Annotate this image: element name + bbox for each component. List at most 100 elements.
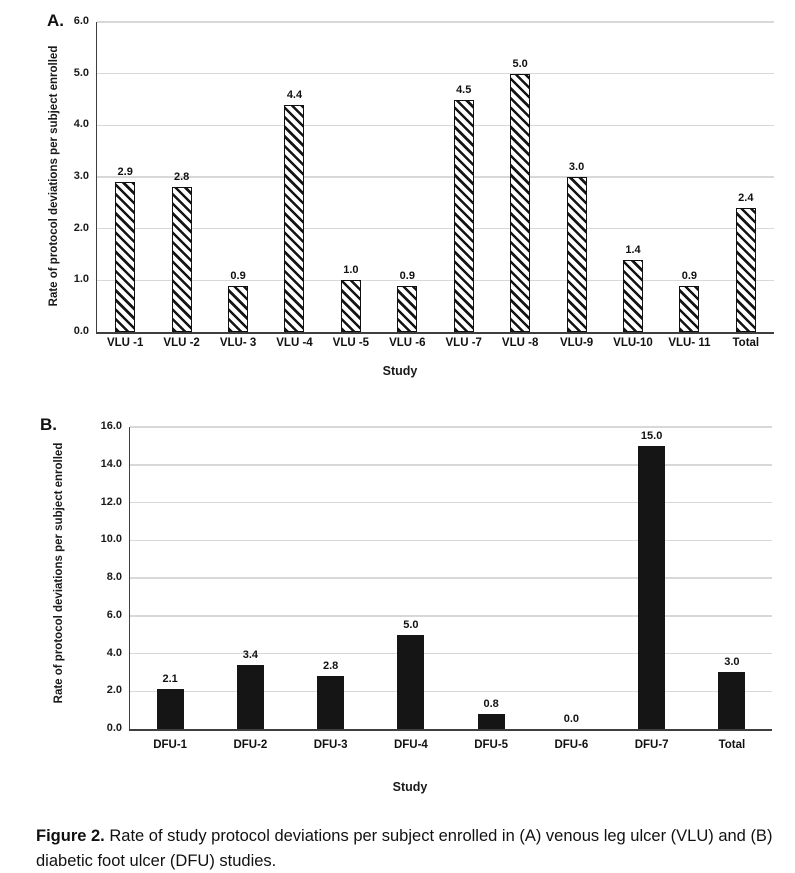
bar-DFU-1 (156, 689, 184, 729)
bar-value-label: 0.9 (681, 269, 698, 282)
x-axis-category-label: Total (718, 739, 746, 751)
bar-value-label: 2.8 (322, 660, 339, 673)
y-axis-tick-label: 12.0 (100, 495, 122, 508)
x-axis-line (128, 729, 772, 731)
bar-Total (718, 672, 746, 729)
bar-value-label: 0.8 (483, 697, 499, 710)
bar-VLU-2 (171, 187, 192, 332)
y-axis-tick-label: 2.0 (73, 221, 89, 234)
x-axis-category-label: VLU -4 (276, 337, 313, 349)
bar-value-label: 2.9 (117, 166, 133, 179)
x-axis-category-label: VLU -2 (163, 337, 200, 349)
bar-VLU-6 (397, 285, 418, 332)
bar-value-label: 2.1 (162, 673, 178, 686)
y-axis-tick-label: 5.0 (73, 66, 89, 79)
bar-DFU-4 (397, 634, 425, 729)
x-axis-category-label: DFU-4 (393, 739, 428, 751)
gridline (130, 652, 772, 655)
x-axis-category-label: DFU-5 (474, 739, 509, 751)
bar-VLU-3 (228, 285, 249, 332)
bar-VLU-8 (510, 73, 531, 332)
panel-a-label: A. (47, 11, 64, 30)
x-axis-category-label: VLU -8 (501, 337, 539, 349)
y-axis-tick-label: 6.0 (73, 15, 89, 27)
gridline (97, 279, 774, 282)
y-axis-tick-label: 2.0 (106, 684, 122, 697)
x-axis-category-label: DFU-1 (153, 739, 188, 751)
y-axis-tick-label: 16.0 (100, 420, 122, 432)
x-axis-category-label: DFU-3 (313, 739, 348, 751)
gridline (130, 426, 772, 428)
bar-VLU-7 (453, 99, 474, 332)
y-axis-tick-label: 4.0 (73, 118, 89, 131)
gridline (130, 615, 772, 617)
gridline (97, 72, 774, 75)
y-axis-tick-label: 14.0 (100, 457, 122, 470)
y-axis-tick-label: 4.0 (106, 646, 122, 659)
gridline (130, 464, 772, 466)
x-axis-category-label: VLU -1 (106, 337, 144, 349)
bar-DFU-3 (317, 676, 345, 729)
x-axis-category-label: DFU-6 (554, 739, 589, 751)
bar-value-label: 1.0 (343, 264, 359, 277)
bar-DFU-7 (638, 445, 666, 729)
figure-caption: Figure 2. Rate of study protocol deviati… (36, 824, 784, 873)
bar-Total (735, 208, 756, 332)
bar-VLU-10 (622, 259, 643, 332)
y-axis-tick-label: 10.0 (100, 533, 122, 546)
bar-value-label: 2.4 (738, 192, 754, 204)
bar-value-label: 15.0 (640, 429, 663, 442)
bar-value-label: 0.9 (230, 269, 246, 282)
bar-VLU-1 (115, 182, 136, 332)
gridline (97, 176, 774, 178)
x-axis-category-label: VLU-9 (559, 337, 594, 349)
x-axis-category-label: VLU -5 (332, 337, 370, 349)
bar-value-label: 3.4 (242, 648, 259, 661)
bar-DFU-2 (236, 664, 264, 729)
bar-VLU-5 (340, 280, 361, 332)
gridline (130, 539, 772, 541)
gridline (130, 690, 772, 692)
panel-b-x-axis-title: Study (392, 780, 428, 794)
y-axis-tick-label: 0.0 (106, 722, 122, 734)
x-axis-category-label: DFU-7 (634, 739, 669, 751)
bar-value-label: 4.4 (286, 88, 303, 101)
bar-DFU-5 (477, 713, 505, 729)
panel-a-x-axis-title: Study (382, 364, 418, 378)
bar-value-label: 5.0 (403, 618, 419, 631)
y-axis-line (128, 427, 130, 729)
gridline (97, 124, 774, 127)
bar-value-label: 5.0 (512, 57, 528, 70)
bar-value-label: 3.0 (568, 161, 585, 173)
panel-b-y-axis-title: Rate of protocol deviations per subject … (53, 442, 65, 704)
x-axis-category-label: VLU- 11 (668, 337, 711, 349)
x-axis-category-label: DFU-2 (233, 739, 268, 751)
bar-VLU-11 (679, 285, 700, 332)
gridline (130, 577, 772, 579)
bar-value-label: 3.0 (724, 656, 740, 669)
x-axis-category-label: VLU -7 (445, 337, 482, 349)
bar-value-label: 4.5 (456, 83, 472, 96)
x-axis-category-label: Total (732, 337, 760, 349)
y-axis-tick-label: 8.0 (106, 571, 122, 583)
bar-VLU-4 (284, 104, 305, 332)
x-axis-line (95, 332, 774, 334)
x-axis-category-label: VLU -6 (389, 337, 426, 349)
gridline (130, 501, 772, 504)
y-axis-tick-label: 1.0 (73, 273, 89, 286)
gridline (97, 227, 774, 230)
bar-value-label: 2.8 (173, 171, 190, 184)
bar-value-label: 0.0 (563, 713, 580, 725)
bar-VLU-9 (566, 177, 587, 332)
bar-value-label: 0.9 (399, 269, 415, 282)
figure-caption-text: Rate of study protocol deviations per su… (36, 827, 773, 870)
bar-value-label: 1.4 (625, 243, 641, 256)
y-axis-tick-label: 0.0 (73, 325, 89, 337)
y-axis-tick-label: 3.0 (73, 170, 89, 182)
figure-caption-number: Figure 2. (36, 827, 105, 845)
x-axis-category-label: VLU- 3 (219, 337, 257, 349)
x-axis-category-label: VLU-10 (613, 337, 653, 349)
panel-b-label: B. (40, 415, 57, 434)
gridline (97, 21, 774, 23)
